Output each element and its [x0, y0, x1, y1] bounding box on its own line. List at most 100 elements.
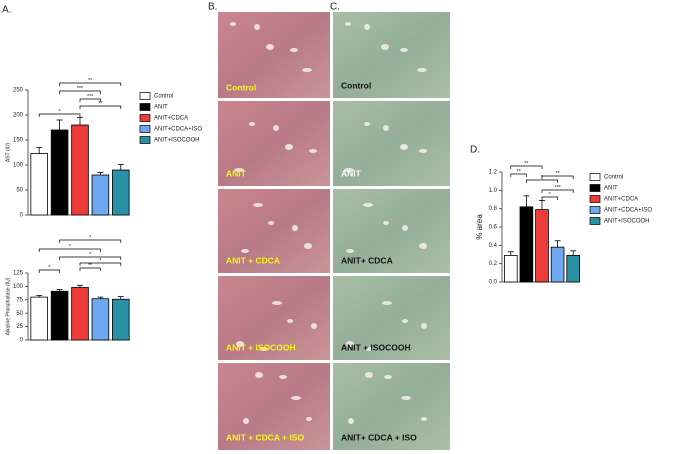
histology-label: ANIT+ CDCA + ISO [341, 432, 417, 442]
histology-image [333, 189, 450, 273]
vessel [421, 417, 427, 421]
vessel [236, 341, 244, 347]
vessel [419, 243, 427, 249]
significance-bracket [59, 239, 122, 243]
vessel [384, 375, 392, 379]
histology-image [218, 12, 330, 98]
vessel [417, 68, 427, 72]
vessel [345, 22, 351, 26]
y-tick-label: 125 [13, 271, 24, 277]
bar [535, 209, 549, 283]
vessel [348, 418, 354, 424]
y-tick-label: 25 [16, 324, 23, 330]
vessel [421, 323, 427, 329]
significance-bracket [79, 98, 101, 102]
vessel [402, 319, 408, 323]
vessel [400, 144, 408, 150]
legend-swatch [139, 103, 151, 111]
y-tick-label: 0 [20, 213, 24, 219]
panel-label: D. [470, 145, 480, 156]
histology-label: ANIT [341, 168, 362, 178]
y-tick-label: 250 [13, 88, 24, 94]
legend-swatch [139, 125, 151, 133]
vessel [287, 319, 293, 323]
significance-label: * [549, 192, 552, 198]
bar [519, 206, 534, 283]
significance-label: * [89, 235, 92, 241]
y-tick-label: 0.2 [489, 261, 498, 267]
y-tick-label: 0.4 [489, 243, 498, 249]
vessel [260, 347, 268, 351]
bar [112, 169, 130, 216]
significance-label: *** [554, 185, 561, 191]
legend-swatch [589, 206, 601, 214]
bar [71, 124, 89, 216]
y-tick-label: 75 [16, 297, 23, 303]
significance-bracket [79, 105, 122, 109]
significance-bracket [38, 113, 81, 117]
legend-label: Control [154, 94, 173, 100]
y-tick-label: 100 [13, 163, 24, 169]
legend-swatch [139, 92, 151, 100]
vessel [255, 372, 263, 378]
significance-label: * [89, 252, 92, 258]
significance-bracket [38, 269, 60, 273]
significance-bracket [59, 90, 101, 94]
vessel [311, 323, 317, 329]
legend-swatch [139, 114, 151, 122]
legend-label: ANIT+CDCA+ISO [604, 208, 652, 214]
vessel [272, 301, 282, 305]
histology-image [218, 276, 330, 360]
significance-bracket [59, 82, 122, 86]
y-tick-label: 50 [16, 188, 23, 194]
legend-label: ANIT+CDCA [154, 116, 188, 122]
legend-label: ANIT+ISOCOOH [604, 219, 650, 225]
histology-label: ANIT+ CDCA [341, 255, 393, 265]
significance-bracket [541, 196, 558, 200]
vessel [254, 24, 260, 30]
y-axis-label: AST (IU) [5, 142, 11, 162]
histology-label: Control [226, 82, 256, 92]
significance-bracket [38, 248, 101, 252]
y-tick-label: 0.6 [489, 225, 498, 231]
significance-label: ** [88, 263, 93, 269]
bar [30, 153, 48, 216]
vessel [306, 417, 312, 421]
legend-swatch [139, 136, 151, 144]
legend-swatch [589, 184, 601, 192]
vessel [400, 48, 408, 52]
vessel [253, 203, 263, 207]
significance-label: *** [77, 86, 84, 92]
significance-bracket [526, 179, 558, 183]
vessel [382, 301, 392, 305]
bar [50, 290, 69, 341]
vessel [346, 249, 354, 253]
histology-image [218, 189, 330, 273]
vessel [230, 22, 236, 26]
vessel [383, 221, 389, 225]
vessel [266, 44, 274, 50]
histology-image [333, 12, 450, 98]
significance-label: *** [87, 94, 94, 100]
vessel [292, 225, 298, 231]
vessel [419, 149, 427, 153]
legend-swatch [589, 195, 601, 203]
significance-label: ** [516, 169, 521, 175]
vessel [291, 396, 301, 400]
vessel [279, 375, 287, 379]
bar [91, 174, 110, 216]
y-tick-label: 0 [20, 338, 24, 344]
bar [504, 255, 518, 283]
significance-label: * [541, 175, 544, 181]
bar [71, 287, 89, 341]
vessel [402, 225, 408, 231]
vessel [309, 149, 317, 153]
significance-label: ** [88, 78, 93, 84]
vessel [365, 372, 373, 378]
histology-image [333, 101, 450, 186]
y-tick-label: 0.8 [489, 206, 498, 212]
histology-image [218, 101, 330, 186]
vessel [285, 144, 293, 150]
